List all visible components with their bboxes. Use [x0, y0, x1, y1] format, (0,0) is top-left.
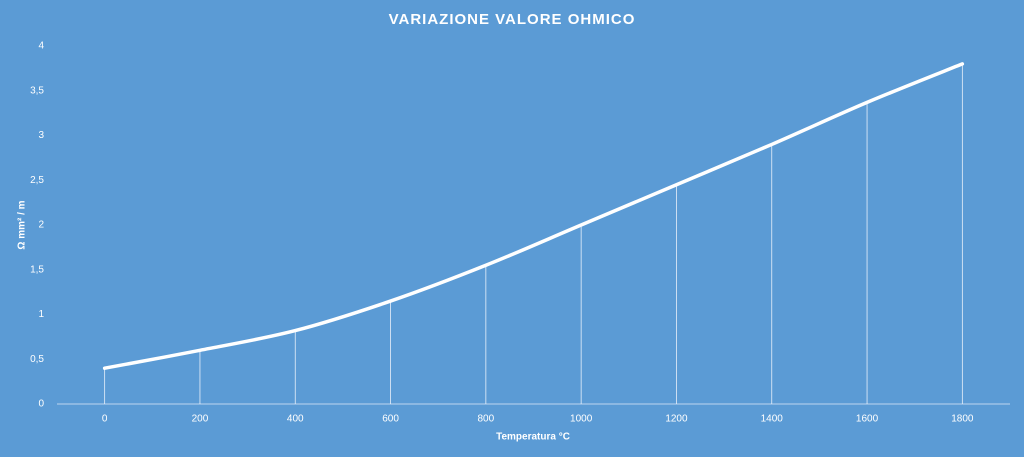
y-axis-title: Ω mm² / m	[17, 200, 28, 249]
x-tick-label: 0	[102, 414, 108, 425]
y-tick-label: 0	[38, 399, 44, 410]
x-tick-label: 400	[287, 414, 304, 425]
x-tick-label: 1600	[856, 414, 879, 425]
x-tick-label: 1400	[761, 414, 784, 425]
y-tick-label: 3	[38, 130, 44, 141]
x-axis-title: Temperatura °C	[496, 432, 570, 443]
line	[102, 62, 965, 370]
x-tick-label: 800	[478, 414, 495, 425]
y-tick-label: 4	[38, 41, 44, 52]
y-tick-label: 2	[38, 220, 44, 231]
x-tick-label: 1800	[951, 414, 974, 425]
x-tick-label: 1000	[570, 414, 593, 425]
y-tick-label: 0,5	[30, 354, 44, 365]
x-tick-label: 200	[192, 414, 209, 425]
x-tick-label: 600	[382, 414, 399, 425]
x-tick-label: 1200	[665, 414, 688, 425]
y-tick-label: 3,5	[30, 85, 44, 96]
chart-title: VARIAZIONE VALORE OHMICO	[389, 11, 636, 28]
y-tick-label: 2,5	[30, 175, 44, 186]
y-tick-label: 1,5	[30, 264, 44, 275]
y-tick-label: 1	[38, 309, 44, 320]
